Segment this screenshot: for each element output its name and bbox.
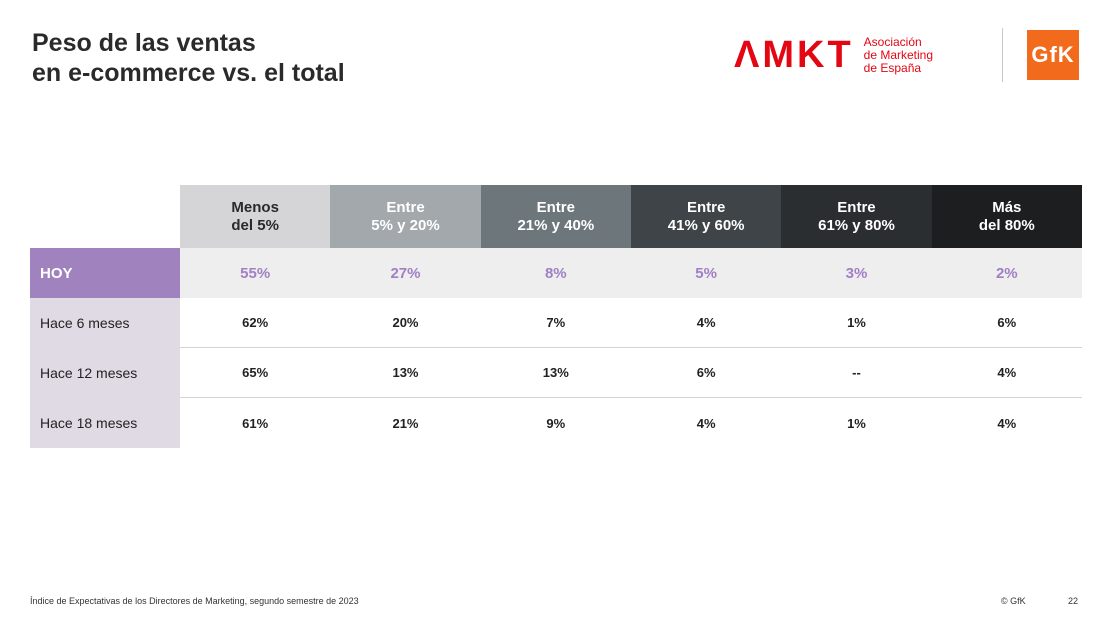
gfk-logo: GfK — [1027, 30, 1079, 80]
column-header-line: Entre — [686, 198, 726, 216]
table-cell: 55% — [240, 264, 271, 282]
column-header: Entre 61% y 80% — [781, 185, 932, 248]
row-cells: 65% 13% 13% 6% -- 4% — [180, 348, 1082, 398]
table-corner — [30, 185, 180, 248]
column-header-line: 21% y 40% — [517, 216, 595, 234]
column-header-line: Menos — [231, 198, 279, 216]
column-header-line: del 5% — [231, 216, 279, 234]
table-cell: -- — [852, 365, 861, 380]
column-header-line: Entre — [386, 198, 425, 216]
amkt-logo-text: Asociación de Marketing de España — [863, 34, 934, 75]
table-cell: 6% — [997, 315, 1017, 330]
table-cell: 13% — [542, 365, 569, 380]
row-cells: 61% 21% 9% 4% 1% 4% — [180, 398, 1082, 448]
row-label: Hace 6 meses — [30, 298, 180, 348]
table-cell: 27% — [390, 264, 421, 282]
column-header-line: del 80% — [978, 216, 1035, 234]
column-header: Más del 80% — [931, 185, 1082, 248]
table-cell: 13% — [392, 365, 419, 380]
table-cell: 7% — [546, 315, 566, 330]
table-cell: 61% — [242, 415, 269, 431]
table-cell: 2% — [995, 264, 1018, 282]
table-row-today: HOY 55% 27% 8% 5% 3% 2% — [30, 248, 1082, 298]
column-header: Menos del 5% — [180, 185, 331, 248]
column-header-line: Más — [992, 198, 1022, 216]
page-number: 22 — [1068, 596, 1079, 606]
table-cell: 4% — [696, 415, 716, 431]
table-cell: 65% — [242, 365, 269, 380]
copyright: © GfK — [1001, 596, 1026, 606]
table-cell: 6% — [696, 365, 716, 380]
table-cell: 62% — [242, 315, 269, 330]
column-header-line: Entre — [837, 198, 876, 216]
table-cell: 4% — [997, 415, 1017, 431]
column-header-line: 5% y 20% — [371, 216, 440, 234]
source-note: Índice de Expectativas de los Directores… — [30, 596, 359, 606]
logo-divider — [1002, 28, 1003, 82]
column-header-line: 41% y 60% — [667, 216, 745, 234]
row-label: HOY — [30, 248, 180, 298]
amkt-logo: ΛΜΚΤ Asociación de Marketing de España — [734, 30, 933, 80]
amkt-logo-text-line: de España — [863, 60, 922, 75]
column-header-line: Entre — [536, 198, 575, 216]
page-title: Peso de las ventas en e-commerce vs. el … — [32, 28, 345, 88]
row-cells: 55% 27% 8% 5% 3% 2% — [180, 248, 1082, 298]
table-cell: 21% — [392, 415, 419, 431]
row-cells: 62% 20% 7% 4% 1% 6% — [180, 298, 1082, 348]
table-cell: 4% — [997, 365, 1017, 380]
table-cell: 5% — [695, 264, 717, 282]
row-label: Hace 12 meses — [30, 348, 180, 398]
amkt-logo-text-line: Asociación — [863, 34, 922, 49]
table-row: Hace 12 meses 65% 13% 13% 6% -- 4% — [30, 348, 1082, 398]
column-header: Entre 41% y 60% — [630, 185, 782, 248]
table-header-row: Menos del 5% Entre 5% y 20% Entre 21% y … — [30, 185, 1082, 248]
table-cell: 20% — [392, 315, 419, 330]
amkt-logo-mark: ΛΜΚΤ — [734, 34, 854, 76]
table-cell: 4% — [696, 315, 716, 330]
sales-share-table: Menos del 5% Entre 5% y 20% Entre 21% y … — [30, 185, 1082, 448]
table-cell: 3% — [845, 264, 868, 282]
table-cell: 9% — [546, 415, 566, 431]
row-label: Hace 18 meses — [30, 398, 180, 448]
table-row: Hace 6 meses 62% 20% 7% 4% 1% 6% — [30, 298, 1082, 348]
amkt-logo-text-line: de Marketing — [863, 47, 934, 62]
title-line-2: en e-commerce vs. el total — [32, 59, 345, 87]
column-header: Entre 21% y 40% — [480, 185, 631, 248]
table-cell: 8% — [544, 264, 567, 282]
title-line-1: Peso de las ventas — [32, 29, 256, 57]
table-cell: 1% — [847, 315, 866, 330]
table-cell: 1% — [847, 415, 866, 431]
column-header-line: 61% y 80% — [818, 216, 895, 234]
column-header: Entre 5% y 20% — [330, 185, 481, 248]
table-row: Hace 18 meses 61% 21% 9% 4% 1% 4% — [30, 398, 1082, 448]
